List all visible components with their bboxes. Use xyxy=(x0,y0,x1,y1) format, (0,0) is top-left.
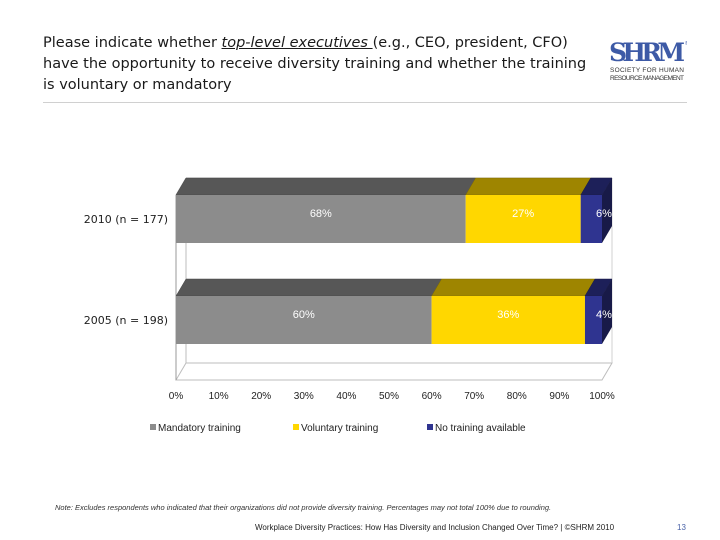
x-tick-label: 60% xyxy=(422,391,442,402)
data-label: 60% xyxy=(293,309,315,321)
data-label: 4% xyxy=(596,309,612,321)
slide-title: Please indicate whether top-level execut… xyxy=(43,33,588,96)
bar-segment-3 xyxy=(584,296,602,344)
legend-swatch-3 xyxy=(427,424,433,430)
logo-line-2: RESOURCE MANAGEMENT xyxy=(610,75,684,82)
legend-label: Voluntary training xyxy=(301,423,378,434)
x-tick-label: 100% xyxy=(589,391,615,402)
legend-swatch-2 xyxy=(293,424,299,430)
bar-segment-1 xyxy=(176,296,432,344)
bar-top-2 xyxy=(465,177,592,196)
title-text-end: (e.g., CEO, president, CFO) have the opp… xyxy=(43,35,587,93)
x-tick-label: 50% xyxy=(379,391,399,402)
chart-floor xyxy=(175,362,613,381)
legend-swatch-1 xyxy=(150,424,156,430)
bar-top-1 xyxy=(175,177,477,196)
bar-top-2 xyxy=(431,278,596,297)
logo-mark: SHRM xyxy=(609,38,685,67)
x-tick-label: 0% xyxy=(169,391,184,402)
title-text-underlined: top-level executives xyxy=(221,35,373,51)
title-text-start: Please indicate whether xyxy=(43,35,222,51)
category-label: 2005 (n = 198) xyxy=(84,314,168,327)
data-label: 36% xyxy=(497,309,519,321)
bar-side xyxy=(602,178,612,243)
page-number: 13 xyxy=(677,523,686,532)
logo-line-1: SOCIETY FOR HUMAN xyxy=(610,67,684,74)
bar-segment-1 xyxy=(176,195,466,243)
x-tick-label: 40% xyxy=(336,391,356,402)
x-tick-label: 20% xyxy=(251,391,271,402)
footer-text: Workplace Diversity Practices: How Has D… xyxy=(255,523,615,532)
x-tick-label: 80% xyxy=(507,391,527,402)
title-divider xyxy=(43,102,687,103)
footnote: Note: Excludes respondents who indicated… xyxy=(55,503,552,512)
x-tick-label: 70% xyxy=(464,391,484,402)
data-label: 68% xyxy=(310,208,332,220)
x-tick-label: 30% xyxy=(294,391,314,402)
bar-segment-2 xyxy=(431,296,585,344)
bar-segment-2 xyxy=(465,195,581,243)
x-tick-label: 10% xyxy=(209,391,229,402)
data-label: 27% xyxy=(512,208,534,220)
bar-side xyxy=(602,279,612,344)
bar-top-1 xyxy=(175,278,443,297)
legend-label: No training available xyxy=(435,423,526,434)
x-tick-label: 90% xyxy=(549,391,569,402)
legend-label: Mandatory training xyxy=(158,423,241,434)
logo-registered: ® xyxy=(685,40,687,47)
category-label: 2010 (n = 177) xyxy=(84,213,168,226)
data-label: 6% xyxy=(596,208,612,220)
bar-segment-3 xyxy=(580,195,602,243)
shrm-logo: SHRM ® SOCIETY FOR HUMAN RESOURCE MANAGE… xyxy=(609,38,687,82)
